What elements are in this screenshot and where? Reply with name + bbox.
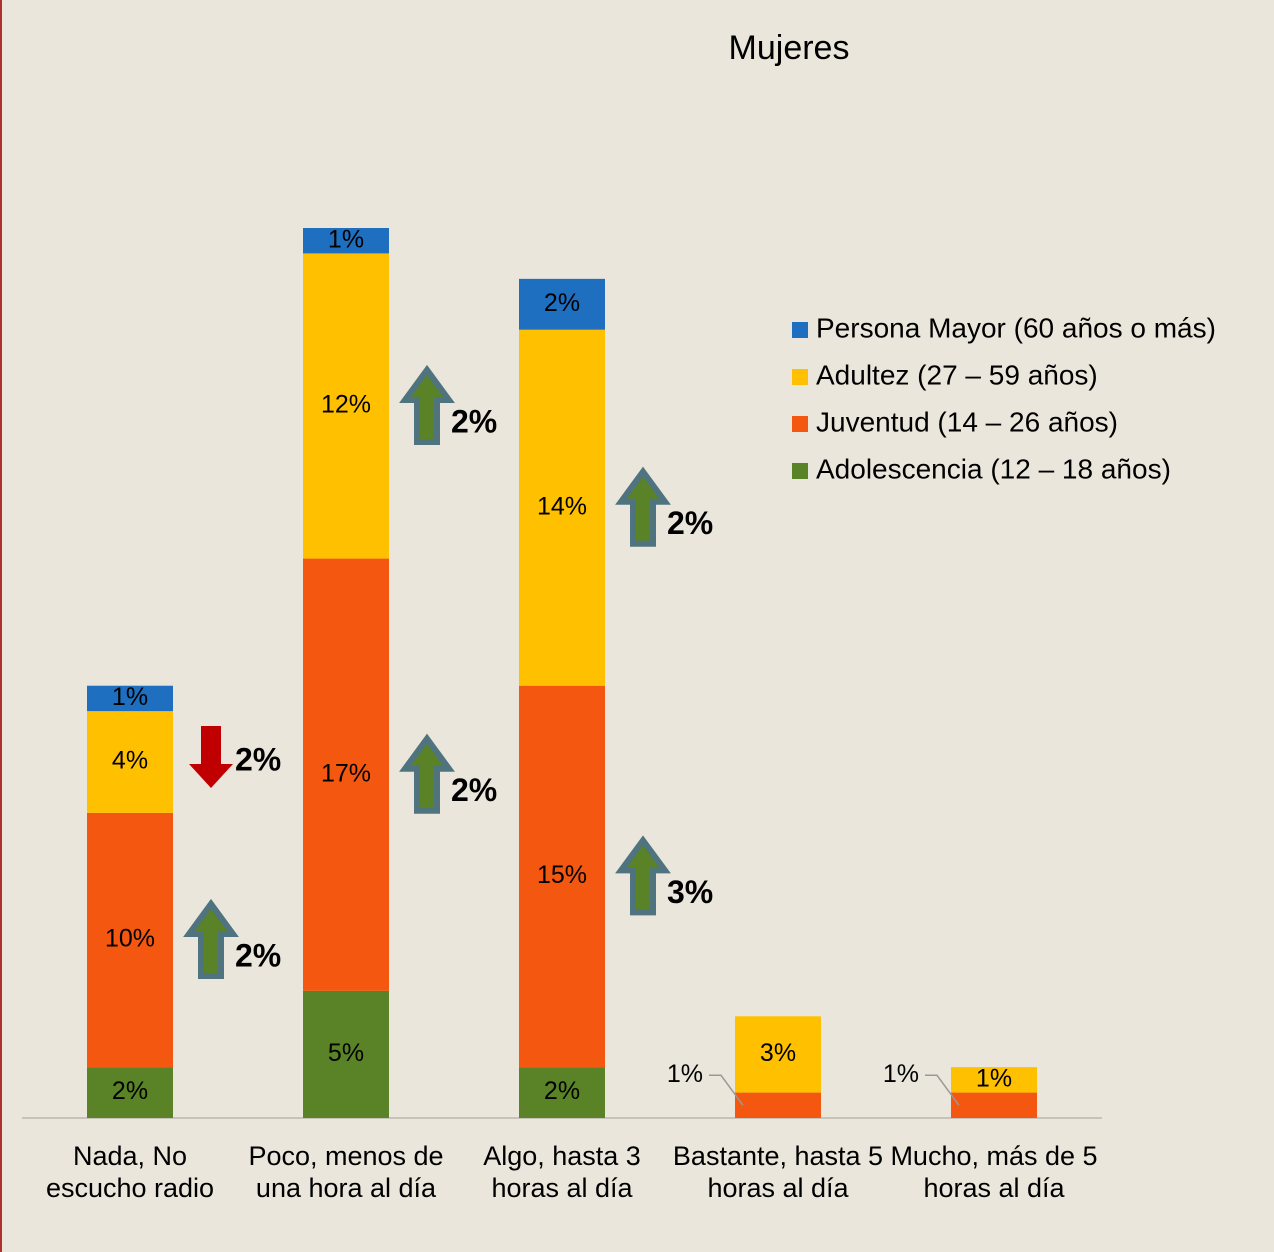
chart-title: Mujeres xyxy=(729,29,850,67)
leader-line xyxy=(709,1074,744,1106)
legend-label: Juventud (14 – 26 años) xyxy=(816,406,1118,437)
data-label: 2% xyxy=(544,289,580,317)
data-label: 12% xyxy=(321,391,371,419)
bar-segment xyxy=(951,1092,1037,1118)
bar-segment xyxy=(303,228,389,254)
annotation: 2% xyxy=(451,403,497,439)
data-label: 1% xyxy=(328,225,364,253)
data-label: 14% xyxy=(537,492,587,520)
data-label: 1% xyxy=(976,1064,1012,1092)
arrow-shape xyxy=(615,835,671,916)
bar-segment xyxy=(87,812,173,1068)
data-label: 4% xyxy=(112,747,148,775)
x-tick-label: Mucho, más de 5 horas al día xyxy=(890,1141,1098,1203)
bar-segment xyxy=(87,1067,173,1118)
bar-segment xyxy=(519,685,605,1068)
data-label: 2% xyxy=(544,1077,580,1105)
bar-segment xyxy=(303,990,389,1118)
annotation: 2% xyxy=(451,772,497,808)
x-tick-label: Algo, hasta 3 horas al día xyxy=(483,1141,641,1203)
bar-segment xyxy=(951,1067,1037,1093)
x-tick-label: Poco, menos de una hora al día xyxy=(248,1141,444,1203)
x-tick-label: Bastante, hasta 5 horas al día xyxy=(672,1141,884,1203)
annotation: 2% xyxy=(235,741,281,777)
trend-arrow xyxy=(399,364,455,445)
annotation: 2% xyxy=(667,505,713,541)
legend-swatch xyxy=(792,322,808,338)
data-label: 15% xyxy=(537,861,587,889)
arrow-shape xyxy=(615,466,671,547)
trend-arrow xyxy=(615,835,671,916)
legend-swatch xyxy=(792,416,808,432)
data-label: 1% xyxy=(112,683,148,711)
data-label: 1% xyxy=(667,1060,703,1088)
bar-segment xyxy=(735,1016,821,1093)
arrow-shape xyxy=(399,733,455,814)
bar-segment xyxy=(519,278,605,330)
data-label: 3% xyxy=(760,1039,796,1067)
data-label: 10% xyxy=(105,925,155,953)
data-label: 2% xyxy=(112,1077,148,1105)
x-tick-label: Nada, No escucho radio xyxy=(45,1141,215,1203)
trend-arrow xyxy=(399,733,455,814)
data-label: 17% xyxy=(321,759,371,787)
bar-segment xyxy=(735,1092,821,1118)
data-label: 5% xyxy=(328,1039,364,1067)
arrow-shape xyxy=(399,364,455,445)
leader-line xyxy=(925,1074,960,1106)
trend-arrow xyxy=(615,466,671,547)
arrow-shape xyxy=(183,898,239,979)
data-label: 1% xyxy=(883,1060,919,1088)
legend-swatch xyxy=(792,463,808,479)
trend-arrow xyxy=(189,726,233,788)
annotation: 2% xyxy=(235,937,281,973)
bar-segment xyxy=(303,558,389,991)
arrow-shape xyxy=(189,726,233,788)
bar-segment xyxy=(87,685,173,712)
bar-segment xyxy=(519,1067,605,1118)
bar-segment xyxy=(303,253,389,559)
legend-swatch xyxy=(792,369,808,385)
bar-segment xyxy=(519,329,605,686)
bar-segment xyxy=(87,711,173,813)
legend-label: Persona Mayor (60 años o más) xyxy=(816,312,1216,343)
legend-label: Adolescencia (12 – 18 años) xyxy=(816,453,1171,484)
legend-label: Adultez (27 – 59 años) xyxy=(816,359,1098,390)
annotation: 3% xyxy=(667,874,713,910)
trend-arrow xyxy=(183,898,239,979)
